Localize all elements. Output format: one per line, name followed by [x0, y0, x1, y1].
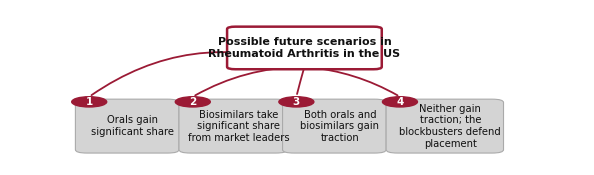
Circle shape — [383, 97, 418, 107]
Circle shape — [279, 97, 314, 107]
FancyArrowPatch shape — [307, 67, 397, 95]
Text: 2: 2 — [189, 97, 197, 107]
Text: 1: 1 — [86, 97, 93, 107]
FancyBboxPatch shape — [227, 27, 382, 69]
FancyArrowPatch shape — [297, 69, 304, 94]
Text: Possible future scenarios in
Rheumatoid Arthritis in the US: Possible future scenarios in Rheumatoid … — [208, 37, 400, 59]
FancyArrowPatch shape — [91, 52, 302, 95]
Text: Both orals and
biosimilars gain
traction: Both orals and biosimilars gain traction — [301, 110, 380, 143]
Text: Orals gain
significant share: Orals gain significant share — [91, 115, 174, 137]
Text: Biosimilars take
significant share
from market leaders: Biosimilars take significant share from … — [188, 110, 289, 143]
FancyBboxPatch shape — [179, 99, 287, 153]
FancyBboxPatch shape — [75, 99, 179, 153]
Circle shape — [175, 97, 210, 107]
Text: Neither gain
traction; the
blockbusters defend
placement: Neither gain traction; the blockbusters … — [400, 104, 501, 149]
FancyBboxPatch shape — [283, 99, 386, 153]
FancyArrowPatch shape — [195, 67, 302, 95]
Text: 3: 3 — [293, 97, 300, 107]
Text: 4: 4 — [396, 97, 404, 107]
FancyBboxPatch shape — [386, 99, 504, 153]
Circle shape — [72, 97, 107, 107]
